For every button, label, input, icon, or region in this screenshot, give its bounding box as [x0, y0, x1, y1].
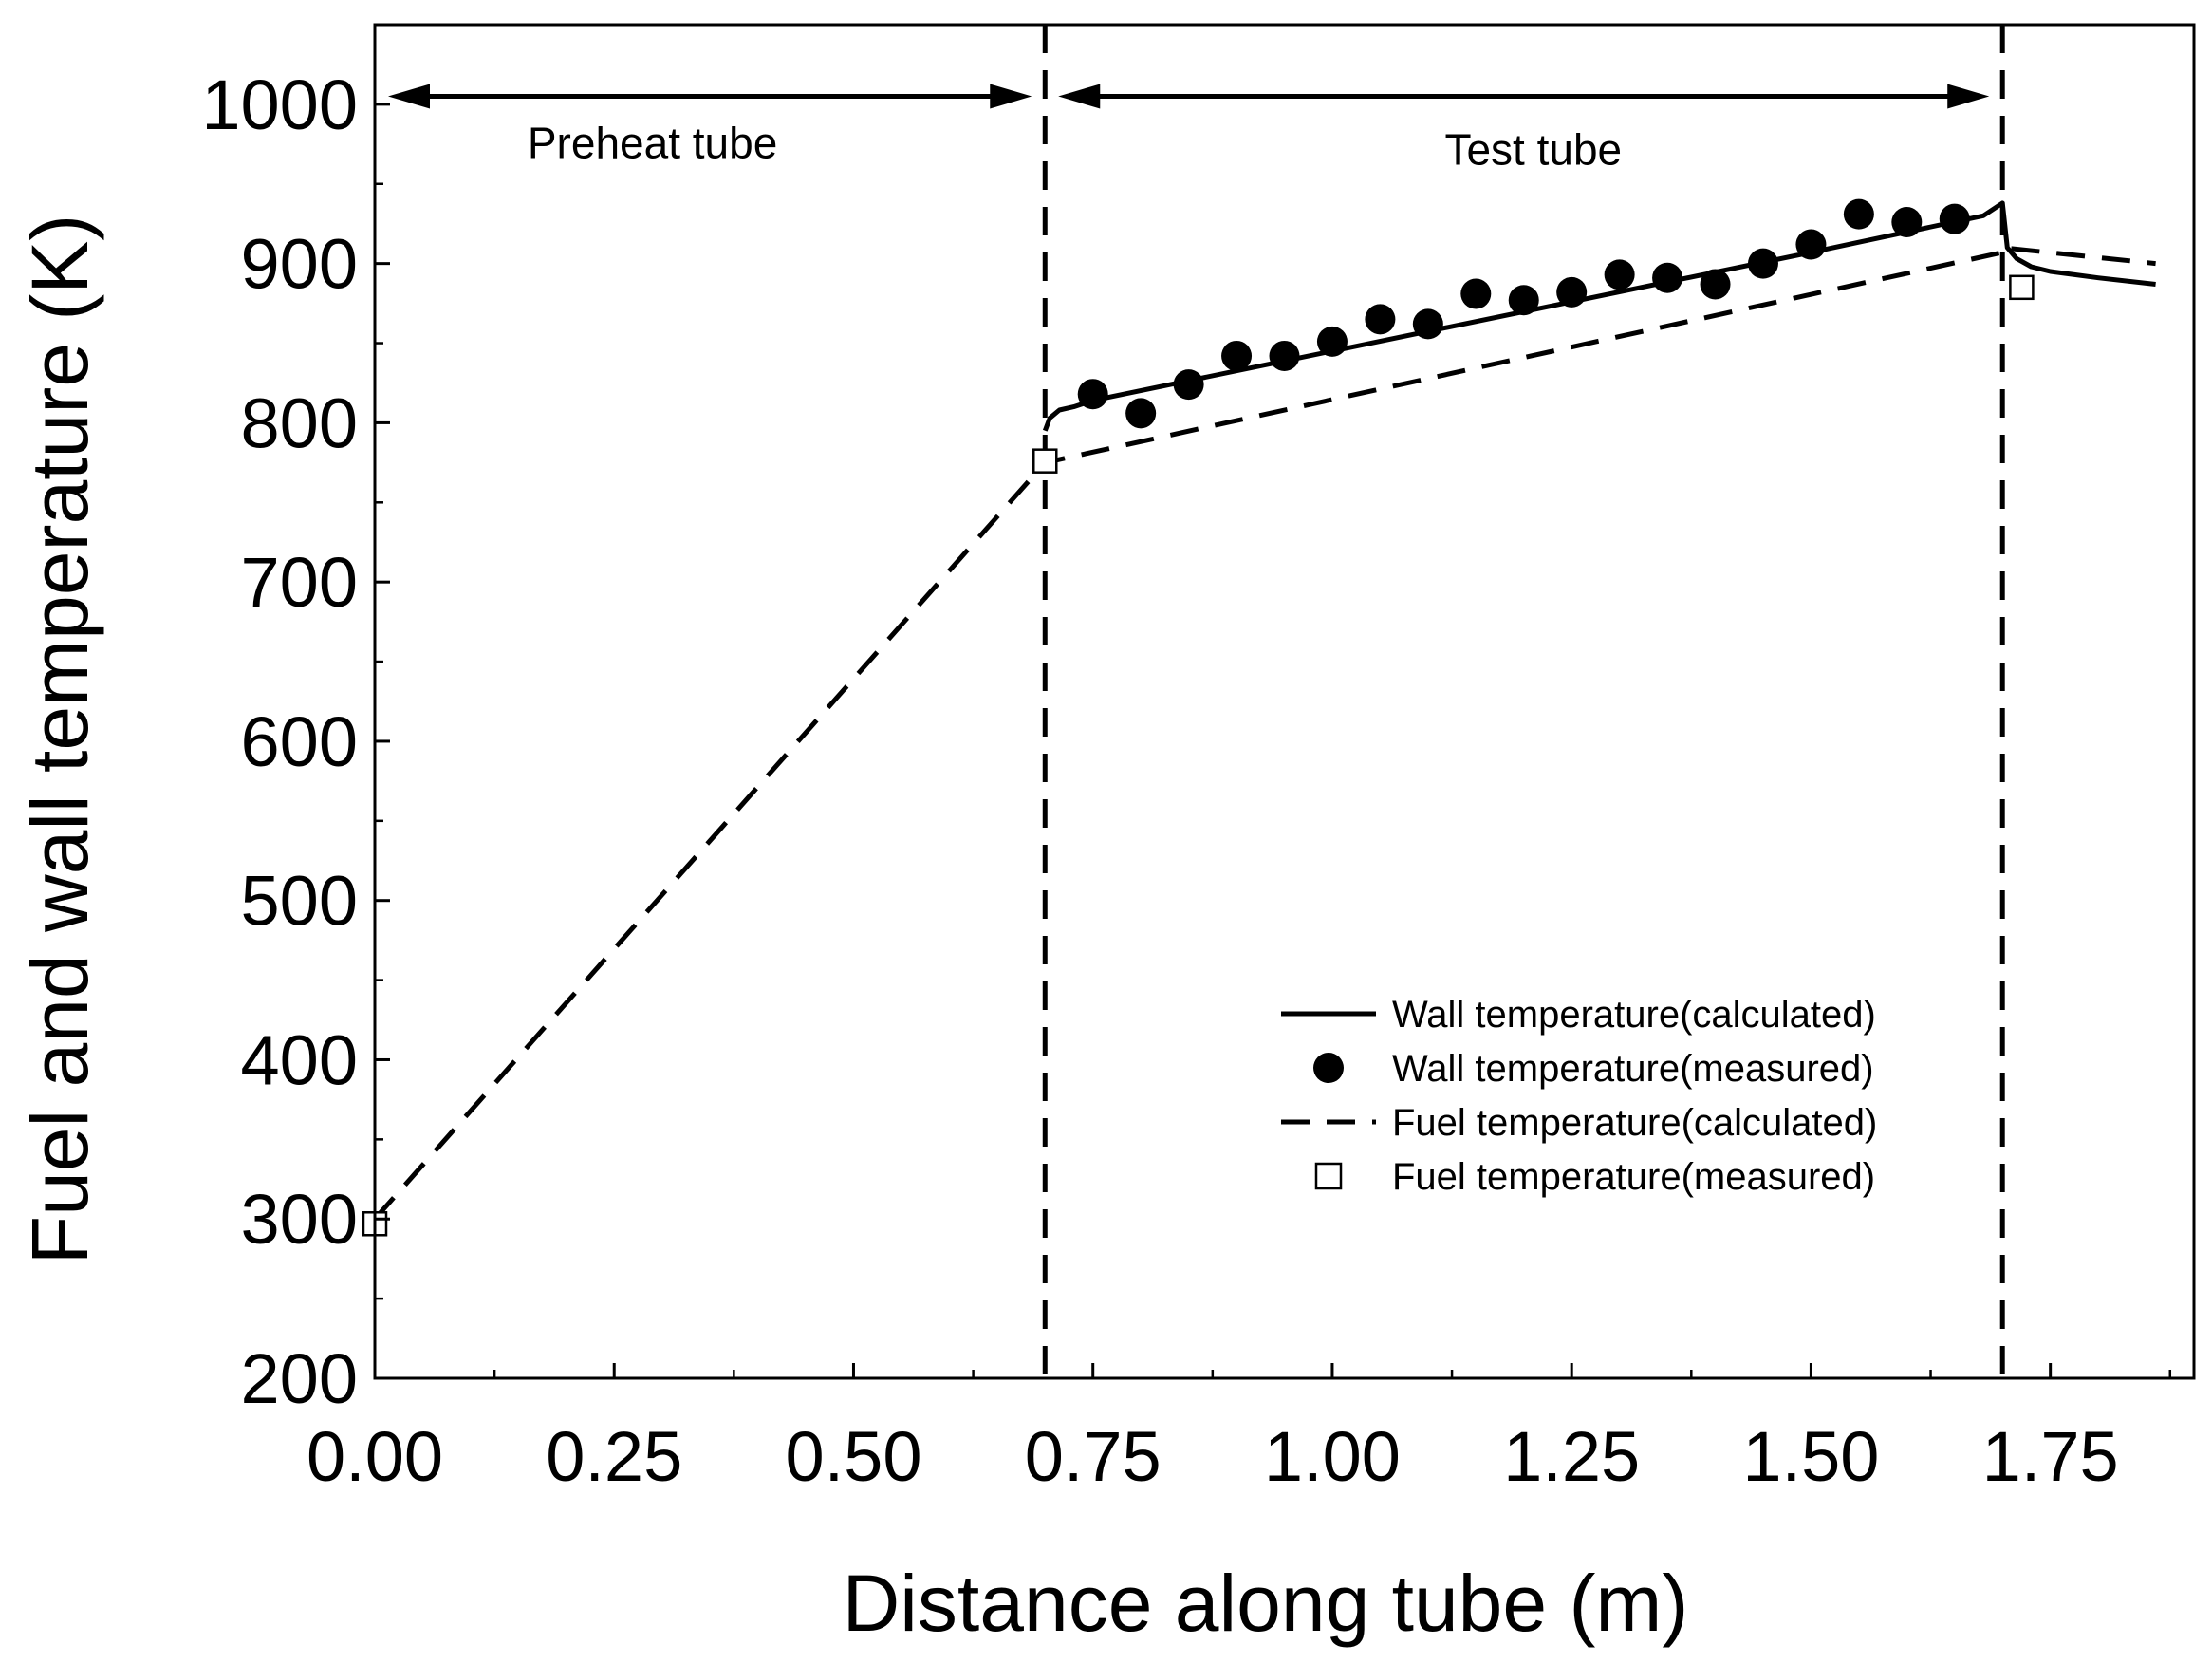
y-tick-label: 400 [241, 1020, 358, 1099]
data-point [1316, 326, 1348, 357]
data-point [1173, 369, 1204, 401]
y-tick-label: 200 [241, 1339, 358, 1418]
y-tick-label: 600 [241, 702, 358, 781]
data-point [2009, 274, 2035, 301]
arrow-head-right [990, 84, 1032, 109]
data-point [1125, 398, 1157, 429]
data-point [1269, 340, 1300, 371]
arrow-head-left [1058, 84, 1101, 109]
legend-label: Wall temperature(calculated) [1392, 994, 1876, 1036]
data-point [1795, 229, 1827, 260]
data-point [1077, 379, 1108, 410]
data-point [1843, 198, 1874, 230]
x-tick-label: 1.00 [1264, 1417, 1401, 1496]
y-tick-label: 300 [241, 1180, 358, 1259]
region-label: Preheat tube [528, 118, 777, 167]
legend-swatch-square [1314, 1162, 1343, 1190]
x-tick-label: 0.00 [307, 1417, 443, 1496]
data-point [1032, 448, 1058, 474]
legend-label: Fuel temperature(calculated) [1392, 1102, 1877, 1144]
arrow-head-left [388, 84, 430, 109]
x-tick-label: 1.75 [1982, 1417, 2119, 1496]
data-point [1412, 308, 1443, 340]
y-axis-title: Fuel and wall temperature (K) [15, 215, 104, 1264]
region-label: Test tube [1444, 124, 1622, 174]
x-tick-label: 1.25 [1503, 1417, 1640, 1496]
series-line [373, 245, 2156, 1221]
data-point [1556, 276, 1588, 308]
region-annotations: Preheat tube Test tube [388, 84, 1990, 174]
y-tick-label: 800 [241, 383, 358, 462]
data-point [1652, 262, 1683, 293]
legend-label: Fuel temperature(measured) [1392, 1156, 1875, 1198]
arrow-head-right [1947, 84, 1990, 109]
data-point [1939, 203, 1970, 234]
legend-swatch-circle [1313, 1053, 1344, 1083]
plot-frame [373, 23, 2196, 1380]
data-point [1700, 269, 1731, 300]
x-tick-label: 0.50 [785, 1417, 921, 1496]
data-point [1508, 285, 1539, 316]
y-tick-label: 500 [241, 862, 358, 941]
x-tick-label: 0.25 [546, 1417, 682, 1496]
x-tick-label: 0.75 [1025, 1417, 1162, 1496]
plot-marks [362, 25, 2156, 1378]
legend-label: Wall temperature(measured) [1392, 1048, 1874, 1090]
y-tick-label: 1000 [201, 65, 358, 144]
data-point [1891, 207, 1923, 238]
x-axis-title: Distance along tube (m) [843, 1559, 1689, 1648]
data-point [1460, 278, 1492, 309]
data-point [1747, 248, 1778, 279]
data-point [1221, 340, 1253, 371]
series-line [1042, 200, 2156, 432]
y-tick-label: 900 [241, 225, 358, 304]
axes: 0.00 0.25 0.50 0.75 1.00 1.25 1.50 1.75 200 300 40… [15, 23, 2196, 1648]
data-point [1365, 304, 1396, 335]
legend: Wall temperature(calculated) Wall tempera… [1281, 994, 1877, 1198]
data-point [1604, 259, 1635, 290]
y-tick-label: 700 [241, 543, 358, 622]
x-tick-label: 1.50 [1742, 1417, 1879, 1496]
